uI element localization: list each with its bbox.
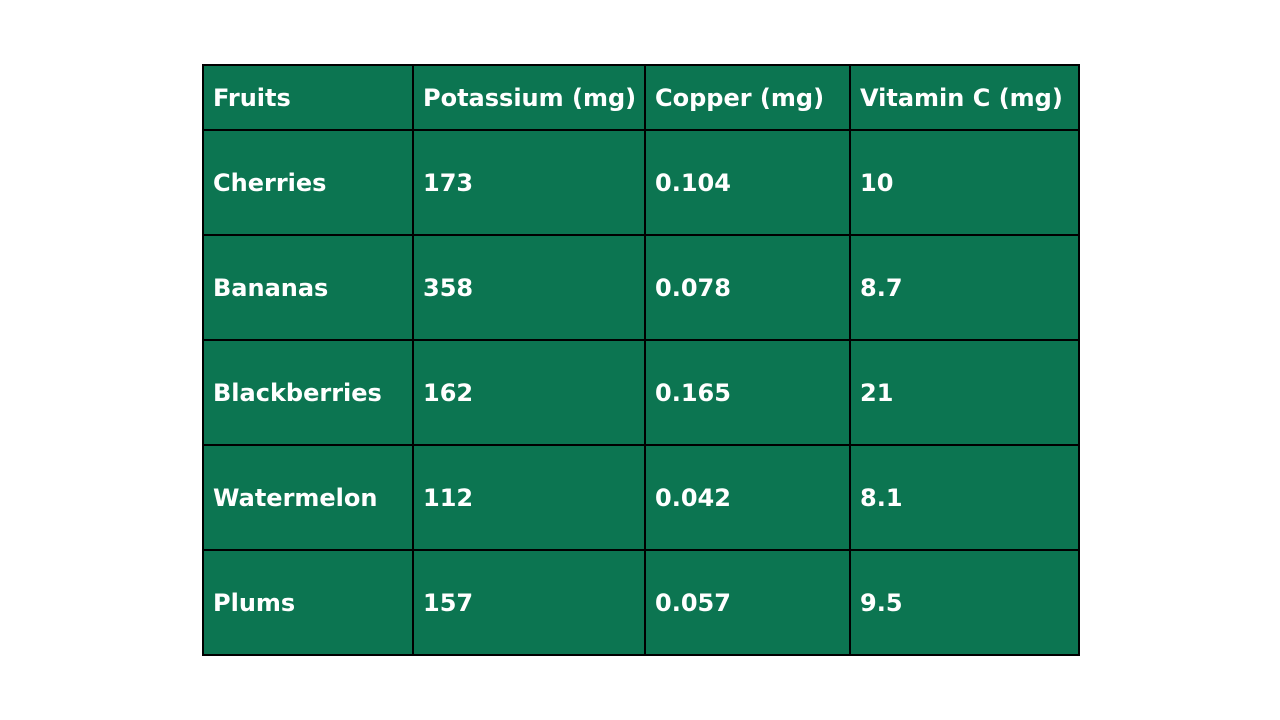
header-potassium: Potassium (mg) xyxy=(412,64,646,131)
nutrition-table: Fruits Potassium (mg) Copper (mg) Vitami… xyxy=(202,64,1080,656)
cell-vitamin-c: 21 xyxy=(849,339,1080,446)
table-row: Bananas 358 0.078 8.7 xyxy=(202,234,1080,341)
cell-fruit: Plums xyxy=(202,549,414,656)
cell-fruit: Cherries xyxy=(202,129,414,236)
table-row: Blackberries 162 0.165 21 xyxy=(202,339,1080,446)
cell-potassium: 358 xyxy=(412,234,646,341)
table-header-row: Fruits Potassium (mg) Copper (mg) Vitami… xyxy=(202,64,1080,131)
cell-fruit: Blackberries xyxy=(202,339,414,446)
table-row: Cherries 173 0.104 10 xyxy=(202,129,1080,236)
cell-fruit: Bananas xyxy=(202,234,414,341)
header-vitamin-c: Vitamin C (mg) xyxy=(849,64,1080,131)
cell-potassium: 112 xyxy=(412,444,646,551)
cell-fruit: Watermelon xyxy=(202,444,414,551)
cell-vitamin-c: 9.5 xyxy=(849,549,1080,656)
cell-potassium: 157 xyxy=(412,549,646,656)
table-row: Watermelon 112 0.042 8.1 xyxy=(202,444,1080,551)
cell-copper: 0.104 xyxy=(644,129,851,236)
cell-copper: 0.165 xyxy=(644,339,851,446)
cell-copper: 0.078 xyxy=(644,234,851,341)
cell-vitamin-c: 10 xyxy=(849,129,1080,236)
table-row: Plums 157 0.057 9.5 xyxy=(202,549,1080,656)
cell-copper: 0.042 xyxy=(644,444,851,551)
cell-potassium: 162 xyxy=(412,339,646,446)
header-copper: Copper (mg) xyxy=(644,64,851,131)
cell-vitamin-c: 8.1 xyxy=(849,444,1080,551)
cell-copper: 0.057 xyxy=(644,549,851,656)
cell-potassium: 173 xyxy=(412,129,646,236)
cell-vitamin-c: 8.7 xyxy=(849,234,1080,341)
header-fruits: Fruits xyxy=(202,64,414,131)
